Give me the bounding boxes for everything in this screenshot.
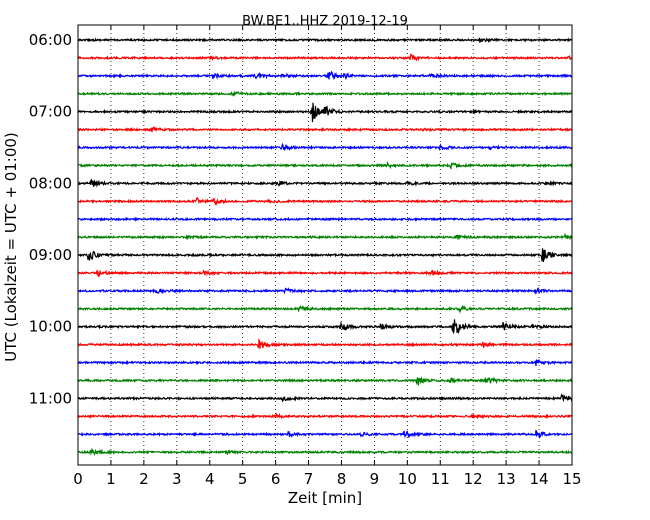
y-tick-label: 06:00 <box>29 31 72 49</box>
trace-line <box>77 178 573 188</box>
y-axis-ticks: 06:00 07:00 08:00 09:00 10:00 11:00 <box>29 31 572 407</box>
x-axis-ticks: 0 1 2 3 4 5 6 7 8 9 10 11 12 13 14 15 <box>73 25 582 488</box>
trace-line <box>77 412 573 420</box>
x-tick-label: 3 <box>172 470 182 488</box>
trace-line <box>77 304 573 315</box>
trace-line <box>77 53 573 62</box>
x-tick-label: 0 <box>73 470 83 488</box>
x-tick-label: 6 <box>271 470 281 488</box>
trace-line <box>77 90 573 97</box>
trace-line <box>77 376 573 387</box>
x-tick-label: 9 <box>370 470 380 488</box>
trace-line <box>77 196 573 206</box>
x-tick-label: 8 <box>337 470 347 488</box>
trace-line <box>77 319 573 335</box>
trace-line <box>77 216 573 222</box>
x-tick-label: 10 <box>398 470 417 488</box>
y-tick-label: 11:00 <box>29 389 72 407</box>
trace-line <box>77 393 573 403</box>
x-tick-label: 11 <box>431 470 450 488</box>
y-tick-label: 07:00 <box>29 103 72 121</box>
x-tick-label: 7 <box>304 470 314 488</box>
trace-line <box>77 160 573 170</box>
chart-title: BW.BE1..HHZ 2019-12-19 <box>242 14 408 29</box>
x-tick-label: 1 <box>106 470 116 488</box>
y-tick-label: 10:00 <box>29 318 72 336</box>
trace-line <box>77 286 573 295</box>
trace-line <box>77 248 573 263</box>
y-tick-label: 09:00 <box>29 246 72 264</box>
x-tick-label: 14 <box>530 470 549 488</box>
x-tick-label: 2 <box>139 470 149 488</box>
x-tick-label: 12 <box>464 470 483 488</box>
trace-line <box>77 447 573 456</box>
trace-line <box>77 125 573 133</box>
trace-line <box>77 358 573 367</box>
trace-line <box>77 70 573 81</box>
trace-line <box>77 269 573 278</box>
x-axis-label: Zeit [min] <box>288 489 362 507</box>
trace-line <box>77 37 573 44</box>
y-tick-label: 08:00 <box>29 174 72 192</box>
grid-lines <box>110 25 540 465</box>
x-tick-label: 4 <box>205 470 215 488</box>
plot-frame <box>77 24 573 466</box>
y-axis-label: UTC (Lokalzeit = UTC + 01:00) <box>2 132 20 362</box>
trace-line <box>77 338 573 349</box>
x-tick-label: 5 <box>238 470 248 488</box>
trace-line <box>77 429 573 439</box>
x-tick-label: 15 <box>562 470 581 488</box>
x-tick-label: 13 <box>497 470 516 488</box>
trace-series <box>77 37 573 456</box>
trace-line <box>77 142 573 151</box>
trace-line <box>77 232 573 241</box>
trace-line <box>77 102 573 123</box>
